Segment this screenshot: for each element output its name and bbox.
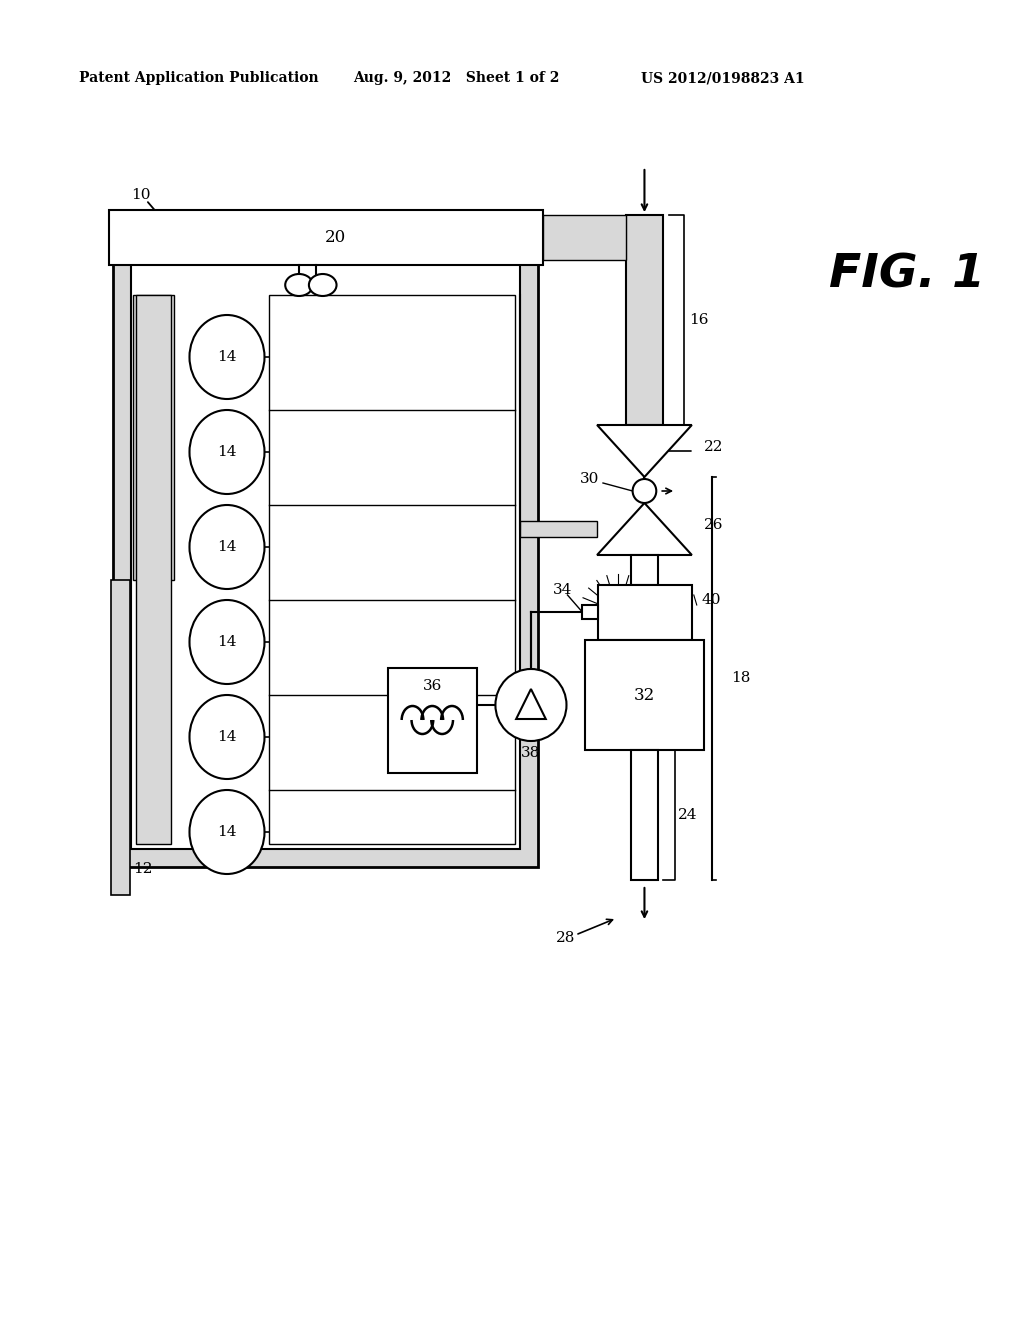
Ellipse shape [286, 275, 313, 296]
Bar [114, 222, 538, 867]
Bar [133, 294, 174, 579]
Ellipse shape [189, 789, 264, 874]
Text: 14: 14 [217, 730, 237, 744]
Ellipse shape [189, 696, 264, 779]
Polygon shape [597, 425, 692, 477]
Text: 26: 26 [703, 517, 723, 532]
Text: 14: 14 [217, 635, 237, 649]
Text: US 2012/0198823 A1: US 2012/0198823 A1 [641, 71, 805, 84]
Text: 20: 20 [325, 228, 346, 246]
Circle shape [633, 479, 656, 503]
Text: 32: 32 [634, 686, 655, 704]
Bar [583, 605, 598, 619]
Text: FIG. 1: FIG. 1 [829, 252, 985, 297]
Bar [131, 240, 520, 849]
Bar [388, 668, 477, 774]
Text: Aug. 9, 2012   Sheet 1 of 2: Aug. 9, 2012 Sheet 1 of 2 [353, 71, 560, 84]
Text: 34: 34 [553, 583, 572, 597]
Bar [520, 521, 597, 537]
Text: 30: 30 [581, 473, 600, 486]
Bar [111, 579, 130, 895]
Text: 16: 16 [689, 313, 709, 327]
Bar [136, 294, 171, 843]
Text: 18: 18 [731, 671, 751, 685]
Bar [631, 750, 658, 880]
Text: 36: 36 [423, 678, 442, 693]
Ellipse shape [309, 275, 337, 296]
Text: 14: 14 [217, 540, 237, 554]
Text: 10: 10 [131, 187, 151, 202]
Bar [631, 554, 658, 585]
Text: 14: 14 [217, 825, 237, 840]
Bar [598, 585, 692, 640]
Text: 40: 40 [701, 593, 721, 607]
Ellipse shape [189, 601, 264, 684]
Text: 28: 28 [556, 931, 575, 945]
Text: 24: 24 [678, 808, 697, 822]
Polygon shape [597, 503, 692, 554]
Text: 22: 22 [703, 440, 723, 454]
Ellipse shape [189, 315, 264, 399]
Bar [269, 294, 515, 843]
Bar [109, 210, 543, 265]
Text: 14: 14 [217, 445, 237, 459]
Polygon shape [516, 689, 546, 719]
Text: Patent Application Publication: Patent Application Publication [79, 71, 318, 84]
Ellipse shape [189, 506, 264, 589]
Text: 14: 14 [217, 350, 237, 364]
Text: 38: 38 [521, 746, 541, 760]
Bar [626, 215, 664, 425]
Bar [543, 215, 626, 260]
Ellipse shape [189, 411, 264, 494]
Bar [586, 640, 703, 750]
Circle shape [496, 669, 566, 741]
Text: 12: 12 [133, 862, 153, 876]
